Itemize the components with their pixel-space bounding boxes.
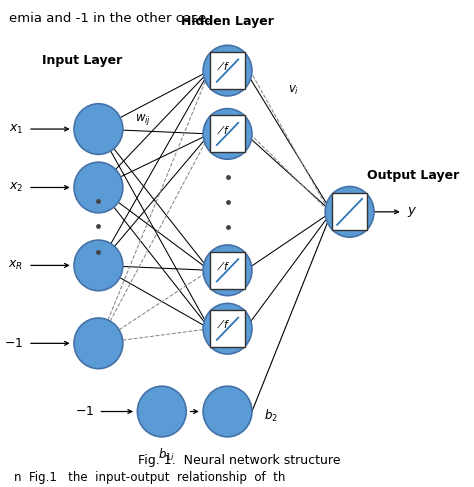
Circle shape bbox=[203, 109, 252, 159]
Text: Hidden Layer: Hidden Layer bbox=[181, 16, 274, 28]
Text: emia and -1 in the other case.: emia and -1 in the other case. bbox=[9, 12, 211, 25]
Circle shape bbox=[74, 240, 123, 291]
Text: $w_{ij}$: $w_{ij}$ bbox=[135, 112, 151, 127]
FancyBboxPatch shape bbox=[210, 52, 246, 89]
Circle shape bbox=[325, 187, 374, 237]
Text: $\!\not\!f$: $\!\not\!f$ bbox=[218, 318, 230, 331]
FancyBboxPatch shape bbox=[210, 115, 246, 152]
Text: $b_{1i}$: $b_{1i}$ bbox=[158, 447, 175, 463]
Text: $x_R$: $x_R$ bbox=[9, 259, 23, 272]
Circle shape bbox=[203, 303, 252, 354]
FancyBboxPatch shape bbox=[210, 310, 246, 347]
Text: $y$: $y$ bbox=[407, 205, 418, 219]
Text: $-1$: $-1$ bbox=[74, 405, 94, 418]
Text: $-1$: $-1$ bbox=[4, 337, 23, 350]
Text: n  Fig.1   the  input-output  relationship  of  th: n Fig.1 the input-output relationship of… bbox=[14, 471, 285, 484]
Text: $\!\not\!f$: $\!\not\!f$ bbox=[218, 123, 230, 136]
Text: Fig. 1.  Neural network structure: Fig. 1. Neural network structure bbox=[138, 454, 340, 467]
FancyBboxPatch shape bbox=[210, 252, 246, 289]
Circle shape bbox=[74, 318, 123, 369]
Text: Output Layer: Output Layer bbox=[367, 169, 459, 182]
Circle shape bbox=[203, 245, 252, 296]
Circle shape bbox=[74, 162, 123, 213]
Text: $\!\not\!f$: $\!\not\!f$ bbox=[218, 59, 230, 73]
Circle shape bbox=[137, 386, 186, 437]
Text: Input Layer: Input Layer bbox=[42, 55, 122, 67]
Circle shape bbox=[203, 45, 252, 96]
FancyBboxPatch shape bbox=[332, 193, 367, 230]
Text: $b_2$: $b_2$ bbox=[264, 408, 278, 425]
Text: $x_1$: $x_1$ bbox=[9, 123, 23, 135]
Circle shape bbox=[74, 104, 123, 154]
Text: $x_2$: $x_2$ bbox=[9, 181, 23, 194]
Text: $\!\not\!f$: $\!\not\!f$ bbox=[218, 259, 230, 272]
Circle shape bbox=[203, 386, 252, 437]
Text: $v_i$: $v_i$ bbox=[288, 84, 299, 96]
